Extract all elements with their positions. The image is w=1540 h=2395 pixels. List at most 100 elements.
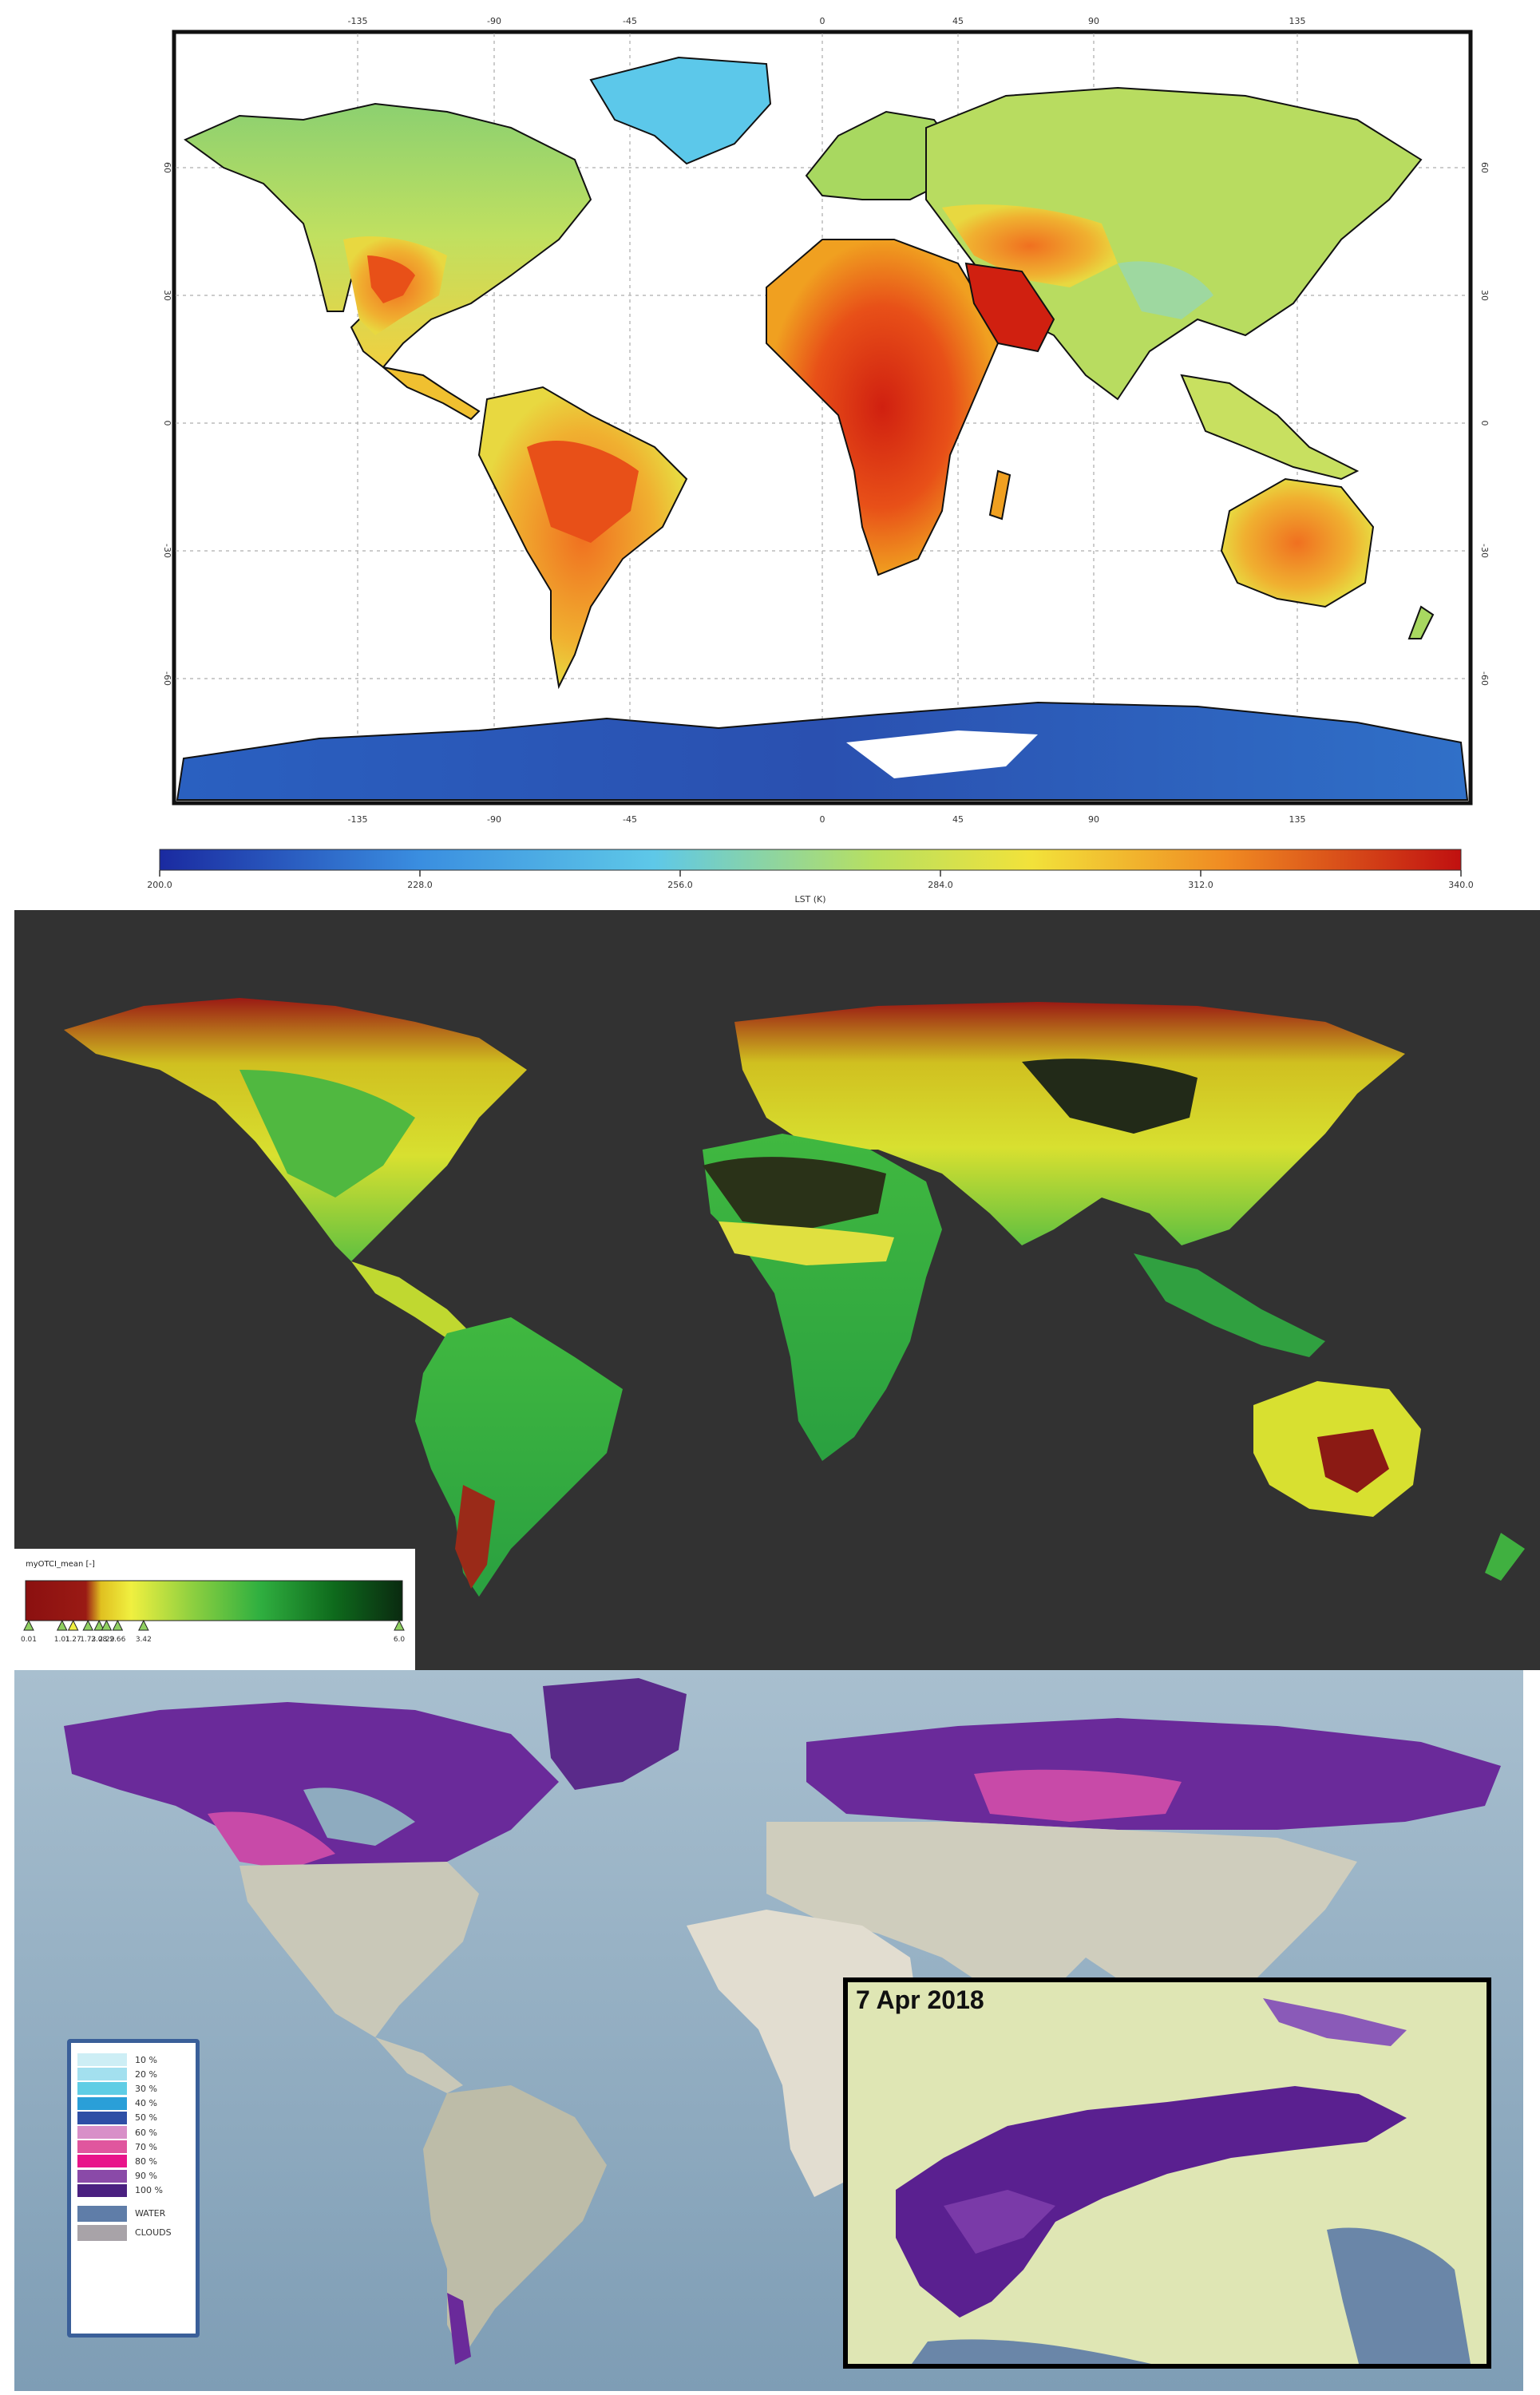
legend-label: 10 %: [135, 2054, 157, 2065]
otci-legend-marker: [101, 1619, 113, 1631]
lon-tick-label: -90: [487, 16, 501, 26]
lon-ticks-bottom: -135 -90 -45 0 45 90 135: [348, 814, 1306, 825]
legend-label: 50 %: [135, 2112, 157, 2124]
lon-tick-label: -135: [348, 16, 368, 26]
otci-colorbar: [25, 1580, 403, 1621]
lon-tick-label: 135: [1289, 16, 1306, 26]
otci-legend-marker: [138, 1619, 149, 1631]
legend-label: 60 %: [135, 2127, 157, 2138]
lon-ticks-top: -135 -90 -45 0 45 90 135: [348, 16, 1306, 26]
lst-landmasses: [176, 56, 1469, 801]
legend-label: 80 %: [135, 2156, 157, 2167]
legend-swatch: [77, 2126, 127, 2140]
legend-swatch: [77, 2224, 127, 2241]
legend-label: 40 %: [135, 2098, 157, 2109]
lat-tick-label: -30: [1479, 544, 1490, 558]
lon-tick-label: 135: [1289, 814, 1306, 825]
new-zealand: [1407, 605, 1435, 639]
lon-tick-label: 90: [1088, 814, 1099, 825]
lat-tick-label: -30: [162, 544, 172, 558]
legend-swatch: [77, 2096, 127, 2110]
legend-label: 90 %: [135, 2171, 157, 2182]
inset-date-label: 7 Apr 2018: [856, 1985, 984, 2014]
lst-colorbar-ticks: 200.0 228.0 256.0 284.0 312.0 340.0: [147, 870, 1474, 890]
legend-row: CLOUDS: [77, 2223, 189, 2243]
lat-ticks-right: 60 30 0 -30 -60: [1479, 162, 1490, 686]
colorbar-tick-label: 340.0: [1448, 880, 1474, 890]
legend-label: 20 %: [135, 2068, 157, 2080]
lon-tick-label: 0: [820, 814, 825, 825]
snow-usa: [240, 1862, 479, 2037]
snow-central-america: [375, 2037, 463, 2093]
legend-swatch: [77, 2155, 127, 2168]
legend-swatch: [77, 2140, 127, 2154]
lat-ticks-left: 60 30 0 -30 -60: [162, 162, 172, 686]
legend-swatch: [77, 2183, 127, 2197]
otci-tick-label: 1.73: [80, 1636, 96, 1644]
otci-legend-scale: 0.01 1.011.271.732.082.292.66 3.42 6.0: [21, 1580, 406, 1644]
colorbar-tick-label: 256.0: [667, 880, 693, 890]
lat-tick-label: 30: [1479, 290, 1490, 301]
madagascar: [988, 469, 1011, 521]
otci-legend-marker: [56, 1619, 68, 1631]
lon-tick-label: 90: [1088, 16, 1099, 26]
otci-landmasses: [64, 998, 1525, 1597]
otci-se-asia: [1134, 1253, 1325, 1357]
otci-tick-label: 1.01: [54, 1636, 70, 1644]
snow-eurasia: [766, 1822, 1357, 2021]
lon-tick-label: -90: [487, 814, 501, 825]
otci-legend-marker: [23, 1619, 34, 1631]
colorbar-tick-label: 312.0: [1188, 880, 1213, 890]
snow-north-america: [64, 1702, 559, 1870]
legend-row: 30 %: [77, 2081, 189, 2096]
legend-label: 30 %: [135, 2083, 157, 2094]
lat-tick-label: 60: [1479, 162, 1490, 173]
snow-map-panel: 10 % 20 % 30 % 40 % 50 % 60 % 70 % 80 % 90 % 100 …: [0, 1670, 1540, 2391]
legend-row: 40 %: [77, 2096, 189, 2111]
legend-swatch: [77, 2169, 127, 2183]
colorbar-tick-label: 284.0: [928, 880, 953, 890]
central-america: [382, 366, 481, 421]
lst-map-panel: -135 -90 -45 0 45 90 135 -135 -90 -45 0 45 90 135 60…: [0, 0, 1540, 910]
africa: [766, 239, 1000, 576]
otci-legend: myOTCI_mean [-] 0.01 1.01 1.27 1.73 2.08 2.29…: [10, 1549, 415, 1670]
legend-label: CLOUDS: [135, 2227, 172, 2239]
otci-tick-label: 2.66: [109, 1636, 125, 1644]
legend-row: WATER: [77, 2204, 189, 2223]
snow-legend: 10 % 20 % 30 % 40 % 50 % 60 % 70 % 80 % 90 % 100 …: [67, 2039, 200, 2338]
legend-row: 90 %: [77, 2169, 189, 2183]
legend-row: 100 %: [77, 2183, 189, 2198]
otci-legend-marker: [82, 1619, 94, 1631]
otci-legend-marker: [112, 1619, 124, 1631]
colorbar-tick-label: 228.0: [407, 880, 433, 890]
lat-tick-label: 30: [162, 290, 172, 301]
otci-tick-label: 6.0: [394, 1636, 406, 1644]
legend-row: 80 %: [77, 2154, 189, 2168]
antarctica: [176, 701, 1469, 801]
legend-label: 100 %: [135, 2185, 163, 2196]
lon-tick-label: -45: [623, 16, 637, 26]
legend-row: 60 %: [77, 2125, 189, 2140]
otci-legend-title: myOTCI_mean [-]: [26, 1560, 95, 1569]
otci-tick-label: 2.08: [91, 1636, 107, 1644]
lon-tick-label: 45: [952, 16, 964, 26]
lat-tick-label: 0: [1479, 421, 1490, 426]
alps-snow-cover: [896, 2086, 1407, 2318]
otci-map-figure: [14, 910, 1540, 1670]
lat-tick-label: -60: [1479, 671, 1490, 686]
legend-row: 50 %: [77, 2111, 189, 2125]
colorbar-tick-label: 200.0: [147, 880, 172, 890]
greenland: [589, 56, 772, 165]
legend-swatch: [77, 2082, 127, 2096]
lat-tick-label: 60: [162, 162, 172, 173]
alps-inset-figure: [848, 1982, 1487, 2364]
lst-map-figure: -135 -90 -45 0 45 90 135 -135 -90 -45 0 45 90 135 60…: [147, 16, 1490, 905]
legend-swatch: [77, 2205, 127, 2222]
lon-tick-label: 0: [820, 16, 825, 26]
otci-new-zealand: [1485, 1533, 1525, 1581]
otci-legend-marker: [93, 1619, 105, 1631]
legend-swatch: [77, 2068, 127, 2081]
lon-tick-label: -135: [348, 814, 368, 825]
lat-tick-label: 0: [162, 421, 172, 426]
lat-tick-label: -60: [162, 671, 172, 686]
